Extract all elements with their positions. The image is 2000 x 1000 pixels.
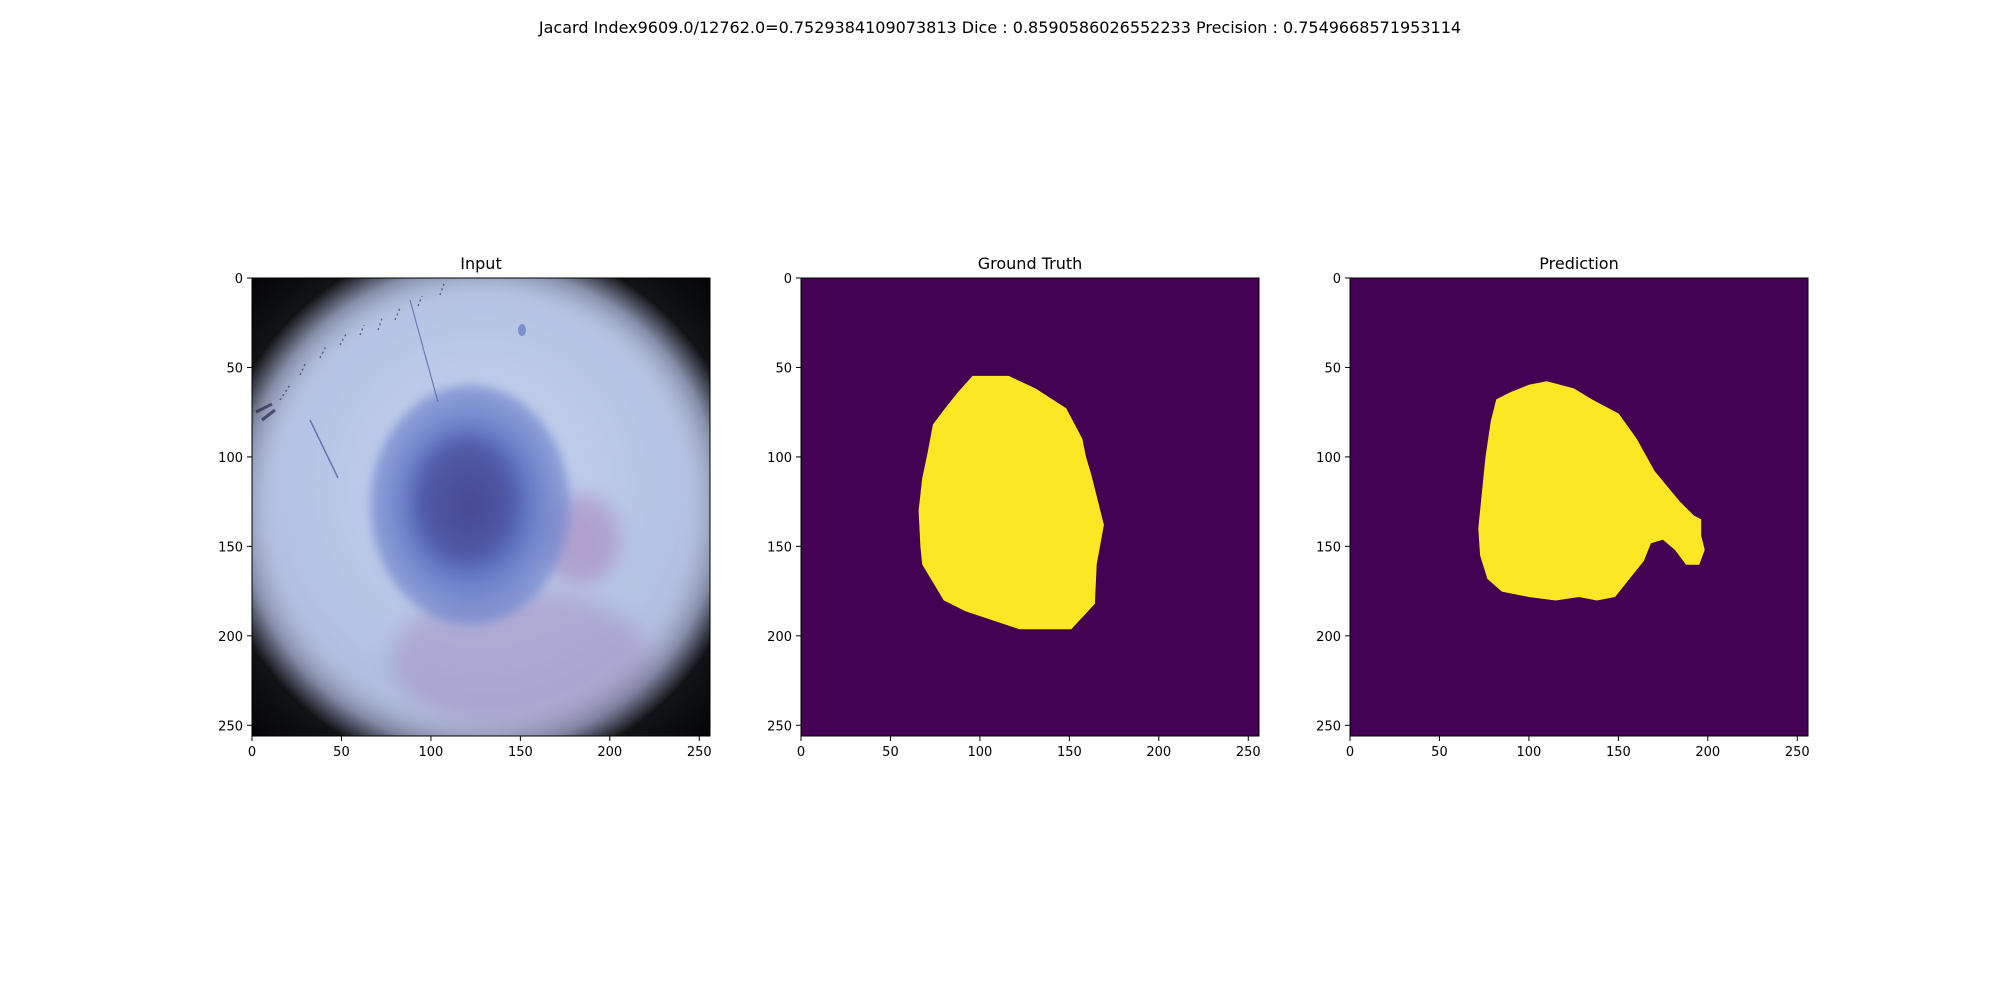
figure-suptitle: Jacard Index9609.0/12762.0=0.75293841090… <box>538 18 1461 37</box>
input-xtick-label: 250 <box>687 745 712 760</box>
ground-truth-xtick-label: 250 <box>1236 745 1261 760</box>
ground-truth-ytick-label: 100 <box>767 451 792 466</box>
prediction-xtick-label: 200 <box>1695 745 1720 760</box>
input-xtick-label: 0 <box>248 745 256 760</box>
prediction-mask <box>1478 381 1705 601</box>
input-ytick-label: 200 <box>218 630 243 645</box>
ground-truth-xtick-label: 50 <box>882 745 899 760</box>
input-xtick-label: 100 <box>418 745 443 760</box>
ground-truth-ytick-label: 50 <box>775 361 792 376</box>
input-xtick-label: 150 <box>508 745 533 760</box>
input-xtick-label: 50 <box>333 745 350 760</box>
prediction-ytick-label: 250 <box>1316 719 1341 734</box>
ground-truth-axes-frame <box>800 277 1260 737</box>
input-panel: Input 0 50 100 150 200 250 0 50 100 150 200 250 <box>218 254 712 760</box>
input-ytick-label: 250 <box>218 719 243 734</box>
ground-truth-mask <box>918 375 1104 630</box>
ground-truth-ytick-label: 150 <box>767 540 792 555</box>
input-title: Input <box>460 254 501 273</box>
input-axes-frame <box>251 277 711 737</box>
ground-truth-xtick-label: 100 <box>967 745 992 760</box>
prediction-title: Prediction <box>1539 254 1618 273</box>
ground-truth-panel: Ground Truth 0 50 100 150 200 250 0 50 100 150 200… <box>767 254 1261 760</box>
prediction-ytick-label: 0 <box>1333 272 1341 287</box>
prediction-xtick-label: 250 <box>1785 745 1810 760</box>
input-ytick-label: 0 <box>235 272 243 287</box>
ground-truth-ytick-label: 0 <box>784 272 792 287</box>
input-ytick-label: 150 <box>218 540 243 555</box>
prediction-xtick-label: 50 <box>1431 745 1448 760</box>
prediction-axes-frame <box>1349 277 1809 737</box>
prediction-ytick-label: 100 <box>1316 451 1341 466</box>
prediction-ytick-label: 50 <box>1324 361 1341 376</box>
prediction-ytick-label: 200 <box>1316 630 1341 645</box>
input-ytick-label: 50 <box>226 361 243 376</box>
ground-truth-xtick-label: 0 <box>797 745 805 760</box>
ground-truth-title: Ground Truth <box>978 254 1083 273</box>
ground-truth-ytick-label: 250 <box>767 719 792 734</box>
ground-truth-xtick-label: 150 <box>1057 745 1082 760</box>
prediction-xtick-label: 100 <box>1516 745 1541 760</box>
ground-truth-ytick-label: 200 <box>767 630 792 645</box>
input-xtick-label: 200 <box>597 745 622 760</box>
prediction-panel: Prediction 0 50 100 150 200 250 0 50 100 150 200 25… <box>1316 254 1810 760</box>
input-image <box>252 278 710 736</box>
prediction-xtick-label: 0 <box>1346 745 1354 760</box>
ground-truth-xtick-label: 200 <box>1146 745 1171 760</box>
input-ytick-label: 100 <box>218 451 243 466</box>
prediction-xtick-label: 150 <box>1606 745 1631 760</box>
prediction-ytick-label: 150 <box>1316 540 1341 555</box>
